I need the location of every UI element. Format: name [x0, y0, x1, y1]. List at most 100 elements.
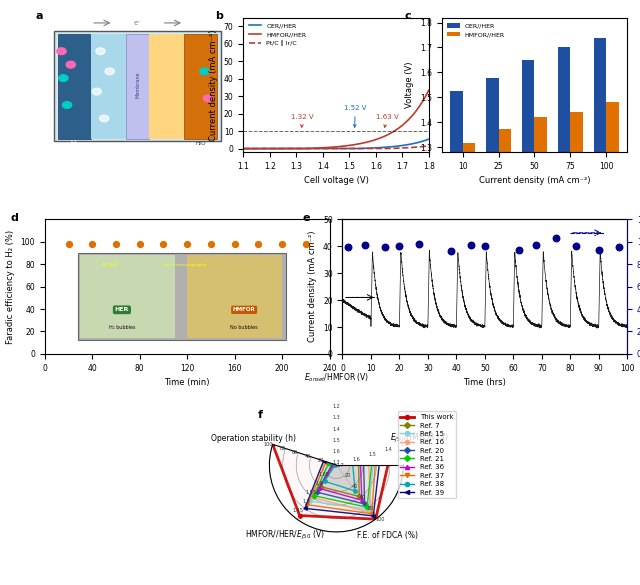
Circle shape: [105, 68, 115, 75]
Text: 1.7: 1.7: [332, 460, 340, 465]
Point: [360, 240, 371, 250]
Text: 40: 40: [352, 484, 358, 489]
Line: Pt/C ∥ Ir/C: Pt/C ∥ Ir/C: [243, 146, 429, 149]
Bar: [58, 34, 91, 139]
Bar: [148, 34, 184, 139]
Bar: [184, 34, 218, 139]
Text: 1.45: 1.45: [292, 508, 303, 512]
Text: 1.5: 1.5: [302, 498, 310, 504]
Text: 1.55: 1.55: [306, 490, 317, 494]
Text: f: f: [258, 411, 263, 421]
Legend: OER//HER, HMFOR//HER: OER//HER, HMFOR//HER: [445, 20, 508, 40]
Point: [571, 242, 581, 251]
Circle shape: [100, 115, 109, 122]
Text: Membrane: Membrane: [135, 71, 140, 98]
OER//HER: [425, 136, 433, 143]
Bar: [558, 47, 570, 471]
Text: d: d: [11, 213, 19, 223]
Text: e: e: [303, 213, 310, 223]
Text: 20: 20: [344, 473, 351, 479]
Circle shape: [63, 102, 72, 108]
Point: [551, 234, 561, 243]
Text: 40: 40: [305, 454, 311, 459]
Pt/C ∥ Ir/C: [364, 145, 371, 152]
Text: 1.3: 1.3: [400, 442, 408, 447]
Text: a: a: [36, 11, 43, 21]
Pt/C ∥ Ir/C: [239, 145, 247, 152]
HMFOR//HER: [425, 87, 433, 94]
Y-axis label: Current density (mA cm⁻²): Current density (mA cm⁻²): [209, 29, 218, 140]
Point: [182, 239, 192, 249]
Point: [206, 239, 216, 249]
Text: No bubbles: No bubbles: [230, 325, 258, 331]
Text: e⁻: e⁻: [134, 20, 141, 26]
Text: c: c: [404, 11, 412, 21]
Pt/C ∥ Ir/C: [323, 145, 331, 152]
OER//HER: [349, 145, 356, 152]
Text: 1.5: 1.5: [332, 438, 340, 443]
Point: [465, 240, 476, 250]
Bar: [450, 91, 463, 471]
Line: HMFOR//HER: HMFOR//HER: [243, 90, 429, 149]
Text: 60: 60: [292, 450, 298, 455]
Text: b: b: [216, 11, 223, 21]
Text: 100: 100: [263, 442, 273, 447]
Point: [594, 245, 604, 254]
Text: 1.7: 1.7: [337, 463, 344, 467]
Text: 1.4: 1.4: [384, 447, 392, 452]
Point: [343, 243, 353, 252]
Point: [253, 239, 264, 249]
Y-axis label: Faradic efficiency to H₂ (%): Faradic efficiency to H₂ (%): [6, 229, 15, 344]
Text: Ar gas: Ar gas: [102, 263, 117, 267]
X-axis label: Time (hrs): Time (hrs): [463, 378, 506, 387]
Point: [301, 239, 311, 249]
Text: H₂O: H₂O: [195, 142, 206, 146]
Text: 1.63 V: 1.63 V: [376, 114, 399, 128]
Text: HER: HER: [115, 307, 129, 312]
Text: 1.65: 1.65: [319, 472, 330, 477]
Point: [158, 239, 168, 249]
X-axis label: Time (min): Time (min): [164, 378, 210, 387]
HMFOR//HER: [323, 144, 331, 151]
FancyBboxPatch shape: [54, 31, 221, 142]
Circle shape: [200, 68, 209, 75]
Y-axis label: Voltage (V): Voltage (V): [405, 61, 415, 108]
Text: 1.3: 1.3: [332, 415, 340, 421]
Bar: [606, 102, 619, 471]
HMFOR//HER: [364, 139, 371, 146]
Point: [394, 242, 404, 251]
HMFOR//HER: [287, 145, 295, 152]
Circle shape: [66, 61, 76, 68]
OER//HER: [239, 145, 247, 152]
Legend: OER//HER, HMFOR//HER, Pt/C ∥ Ir/C: OER//HER, HMFOR//HER, Pt/C ∥ Ir/C: [246, 20, 309, 49]
HMFOR//HER: [349, 142, 356, 149]
Bar: [522, 60, 534, 471]
Text: 80: 80: [279, 446, 285, 451]
Pt/C ∥ Ir/C: [349, 145, 356, 152]
Bar: [127, 34, 148, 139]
Text: 1.5: 1.5: [368, 452, 376, 457]
Point: [414, 239, 424, 249]
OER//HER: [364, 144, 371, 152]
Text: 20: 20: [317, 459, 324, 463]
Point: [514, 245, 524, 254]
X-axis label: Current density (mA cm⁻²): Current density (mA cm⁻²): [479, 177, 590, 185]
Text: 1.6: 1.6: [352, 457, 360, 462]
Text: 1.4: 1.4: [332, 426, 340, 432]
Bar: [534, 117, 547, 471]
Circle shape: [92, 88, 101, 95]
Legend: This work, Ref. 7, Ref. 15, Ref. 16, Ref. 20, Ref. 21, Ref. 36, Ref. 37, Ref. 38: This work, Ref. 7, Ref. 15, Ref. 16, Ref…: [397, 411, 456, 498]
Pt/C ∥ Ir/C: [272, 145, 280, 152]
FancyBboxPatch shape: [78, 253, 285, 340]
OER//HER: [272, 145, 280, 152]
OER//HER: [323, 145, 331, 152]
Pt/C ∥ Ir/C: [425, 142, 433, 149]
Line: OER//HER: OER//HER: [243, 139, 429, 149]
Text: 1.52 V: 1.52 V: [344, 105, 367, 128]
Point: [63, 239, 74, 249]
Text: 1.6: 1.6: [316, 480, 323, 486]
Bar: [91, 34, 127, 139]
Point: [277, 239, 287, 249]
Text: Gas chromatography: Gas chromatography: [163, 263, 207, 267]
Point: [230, 239, 240, 249]
